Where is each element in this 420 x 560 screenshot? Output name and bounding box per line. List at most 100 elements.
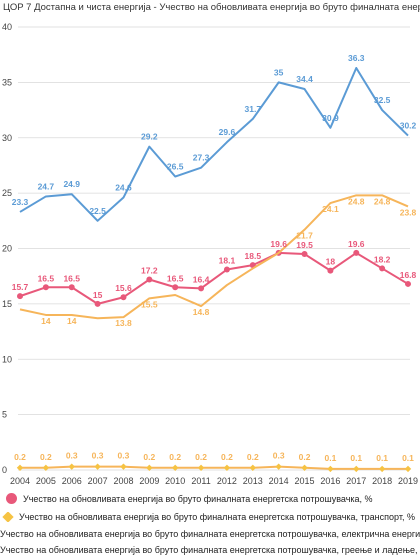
data-label-0-8: 18.1: [219, 256, 236, 266]
chart-title: ЦОР 7 Достапна и чиста енергија - Учеств…: [3, 2, 420, 13]
x-tick-label-2019: 2019: [398, 476, 418, 486]
series-0-point-2: [68, 284, 75, 291]
series-1-point-15: [404, 465, 412, 473]
x-tick-label-2014: 2014: [269, 476, 289, 486]
data-label-3-5: 15.5: [141, 299, 158, 309]
data-label-0-2: 16.5: [63, 273, 80, 283]
data-label-2-13: 36.3: [348, 53, 365, 63]
data-label-1-15: 0.1: [402, 453, 414, 463]
data-label-0-12: 18: [326, 257, 336, 267]
x-tick-label-2012: 2012: [217, 476, 237, 486]
data-label-1-10: 0.3: [273, 451, 285, 461]
data-label-3-12: 24.1: [322, 204, 339, 214]
data-label-0-15: 16.8: [400, 270, 417, 280]
data-label-3-2: 14: [67, 316, 77, 326]
data-label-1-12: 0.1: [324, 453, 336, 463]
y-tick-label-30: 30: [2, 133, 12, 143]
data-label-0-9: 18.5: [245, 251, 262, 261]
series-0-point-11: [301, 251, 308, 258]
x-tick-label-2013: 2013: [243, 476, 263, 486]
data-label-0-14: 18.2: [374, 254, 391, 264]
series-1-point-10: [275, 463, 282, 470]
data-label-2-14: 32.5: [374, 95, 391, 105]
legend-label-total: Учество на обновливата енергија во бруто…: [23, 493, 373, 504]
data-label-3-7: 14.8: [193, 307, 210, 317]
legend-item-total[interactable]: Учество на обновливата енергија во бруто…: [6, 493, 420, 504]
series-1-point-3: [94, 463, 101, 470]
series-layer: [16, 66, 412, 473]
series-1-point-6: [172, 464, 179, 471]
legend-label-transport: Учество на обновливата енергија во бруто…: [19, 512, 415, 522]
data-label-1-1: 0.2: [40, 452, 52, 462]
data-label-1-0: 0.2: [14, 452, 26, 462]
y-tick-label-5: 5: [2, 410, 7, 420]
x-tick-label-2011: 2011: [191, 476, 210, 486]
data-label-2-8: 29.6: [219, 127, 236, 137]
series-0-point-5: [146, 276, 153, 283]
legend-item-transport[interactable]: Учество на обновливата енергија во бруто…: [2, 512, 420, 522]
data-label-1-9: 0.2: [247, 452, 259, 462]
y-tick-label-40: 40: [2, 22, 12, 32]
legend-marker-total: [6, 493, 17, 504]
data-label-2-15: 30.2: [400, 121, 417, 131]
series-0-point-4: [120, 294, 127, 301]
data-label-0-6: 16.5: [167, 273, 184, 283]
series-0-point-15: [405, 280, 411, 287]
data-label-0-7: 16.4: [193, 274, 210, 284]
axis-layer: 0 5 10 15 20 25 30 35 40 2004 2005 2006 2007 2008 2009…: [2, 22, 418, 486]
y-tick-label-25: 25: [2, 188, 12, 198]
series-0-point-0: [17, 293, 23, 300]
series-1-point-12: [327, 465, 334, 473]
x-tick-label-2010: 2010: [165, 476, 185, 486]
data-label-0-11: 19.5: [296, 240, 313, 250]
data-label-1-3: 0.3: [92, 451, 104, 461]
data-label-1-13: 0.1: [350, 453, 362, 463]
x-tick-label-2007: 2007: [88, 476, 108, 486]
series-1-point-9: [249, 464, 256, 471]
data-label-0-10: 19.6: [270, 239, 287, 249]
series-0-point-13: [353, 249, 360, 256]
y-tick-label-15: 15: [2, 299, 12, 309]
data-label-1-11: 0.2: [299, 452, 311, 462]
series-0-point-12: [327, 267, 334, 274]
x-tick-label-2004: 2004: [10, 476, 30, 486]
x-tick-label-2016: 2016: [320, 476, 340, 486]
data-label-2-10: 35: [274, 67, 284, 77]
legend-marker-transport: [2, 512, 14, 522]
data-label-2-6: 26.5: [167, 162, 184, 172]
data-label-2-9: 31.7: [245, 104, 262, 114]
data-label-1-14: 0.1: [376, 453, 388, 463]
x-tick-label-2017: 2017: [346, 476, 366, 486]
label-layer: 15.7 16.5 16.5 15 15.6 17.2 16.5 16.4 18.1 18.5 19…: [12, 53, 417, 463]
data-label-2-12: 30.9: [322, 113, 339, 123]
x-tick-label-2018: 2018: [372, 476, 392, 486]
series-0-point-3: [94, 300, 101, 307]
data-label-0-5: 17.2: [141, 266, 158, 276]
series-line-2: [19, 66, 409, 222]
data-label-3-1: 14: [41, 316, 51, 326]
series-0-point-8: [223, 266, 230, 273]
y-tick-label-0: 0: [2, 465, 7, 475]
data-label-3-14: 24.8: [374, 196, 391, 206]
series-1-point-1: [42, 464, 50, 471]
series-1-point-0: [16, 464, 24, 471]
data-label-1-6: 0.2: [169, 452, 181, 462]
data-label-0-4: 15.6: [115, 283, 132, 293]
legend-label-electricity: Учество на обновливата енергија во бруто…: [0, 529, 420, 539]
data-label-1-8: 0.2: [221, 452, 233, 462]
grid-layer: [18, 26, 410, 471]
series-1-point-8: [223, 464, 231, 471]
data-label-1-7: 0.2: [195, 452, 207, 462]
series-0-point-7: [198, 285, 205, 292]
series-1-point-2: [68, 463, 75, 470]
x-tick-label-2006: 2006: [62, 476, 82, 486]
data-label-3-11: 21.7: [296, 231, 313, 241]
data-label-2-1: 24.7: [38, 181, 55, 191]
legend-item-heating[interactable]: Учество на обновливата енергија во бруто…: [0, 545, 420, 555]
y-tick-label-35: 35: [2, 77, 12, 87]
data-label-0-13: 19.6: [348, 239, 365, 249]
data-label-0-3: 15: [93, 290, 103, 300]
series-1-point-14: [378, 465, 386, 473]
legend-item-electricity[interactable]: Учество на обновливата енергија во бруто…: [0, 529, 420, 539]
data-label-1-2: 0.3: [66, 451, 78, 461]
